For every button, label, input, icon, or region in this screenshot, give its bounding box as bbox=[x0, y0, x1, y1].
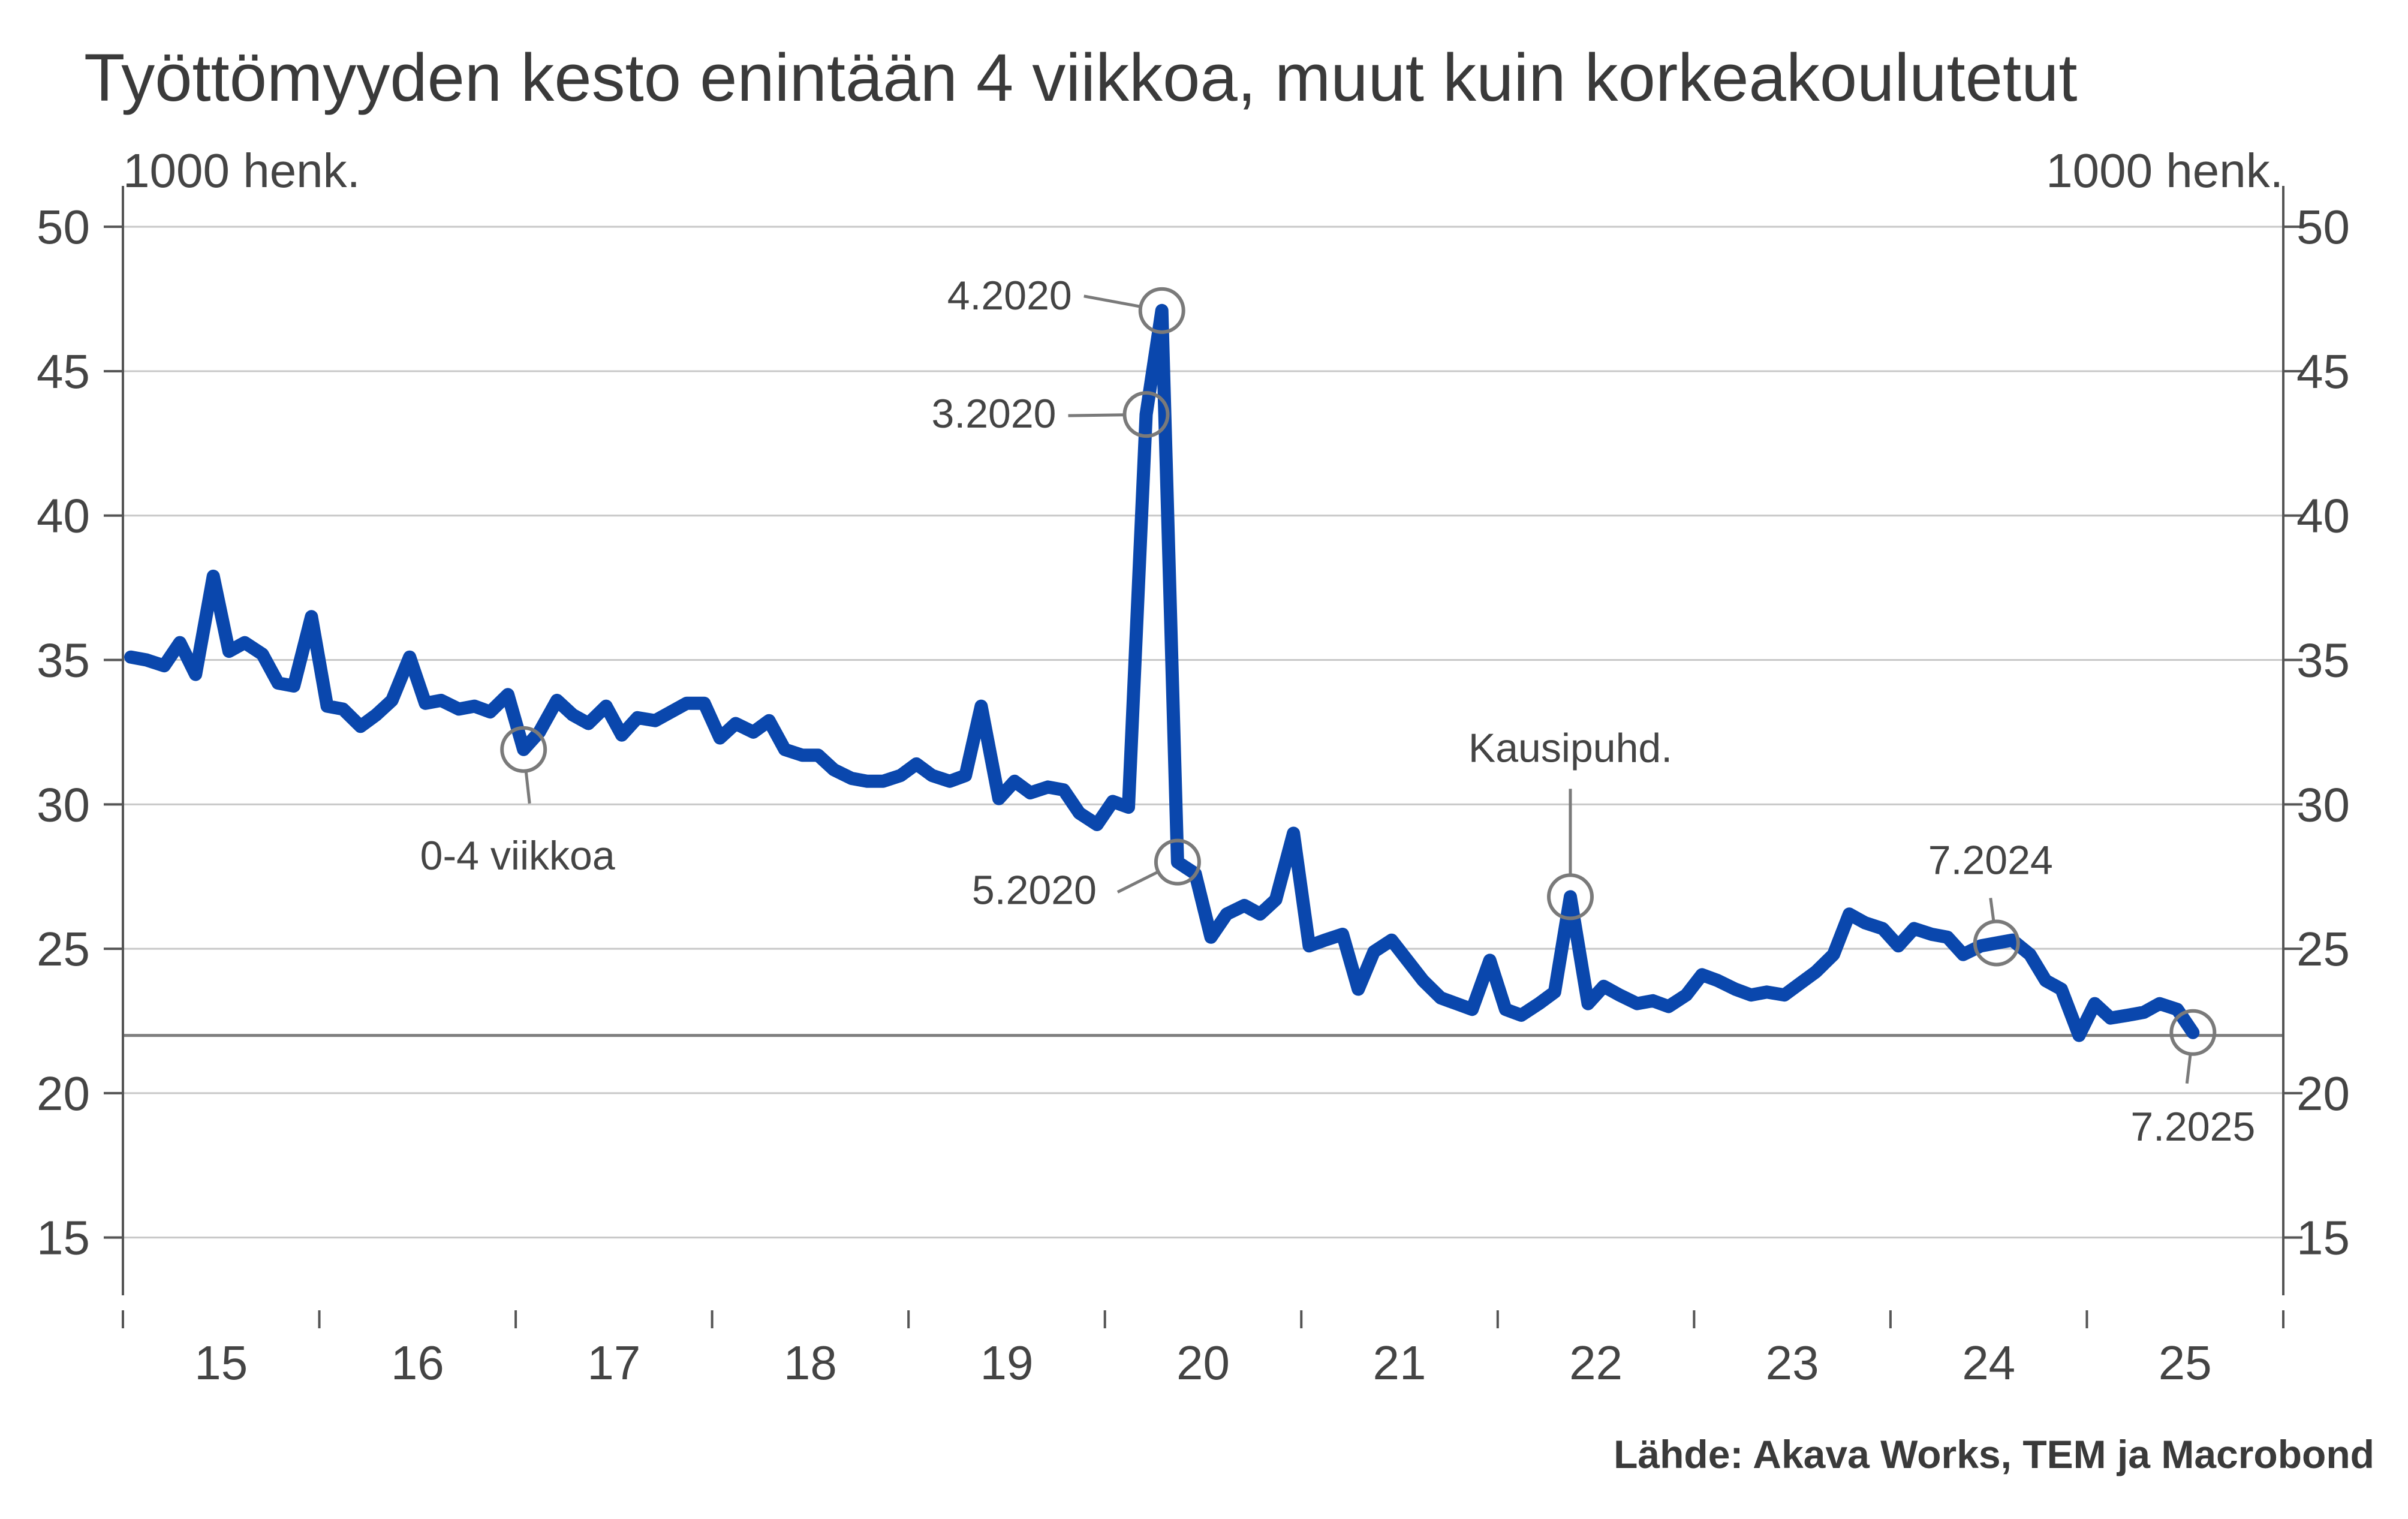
y-tick-label-right: 20 bbox=[2296, 1067, 2350, 1120]
annotations: 4.2020 3.2020 5.2020 0-4 viikkoa Kausipuhd. 7… bbox=[420, 273, 2256, 1150]
x-tick-label: 16 bbox=[391, 1336, 444, 1389]
annotation-label: 4.2020 bbox=[947, 273, 1072, 318]
annotation-marker bbox=[1547, 873, 1594, 921]
annotation-marker bbox=[2169, 1009, 2217, 1056]
annotation-marker bbox=[1973, 919, 2020, 967]
annotation-label: Kausipuhd. bbox=[1468, 725, 1672, 771]
gridlines bbox=[123, 225, 2283, 1239]
x-tick-label: 20 bbox=[1176, 1336, 1230, 1389]
annotation-marker bbox=[1122, 391, 1170, 438]
y-tick-label-right: 25 bbox=[2296, 922, 2350, 976]
y-tick-label-right: 40 bbox=[2296, 489, 2350, 543]
annotation-leader bbox=[1116, 870, 1159, 894]
annotation-leader bbox=[1083, 294, 1141, 308]
y-tick-label-right: 45 bbox=[2296, 345, 2350, 398]
y-tick-label-right: 35 bbox=[2296, 634, 2350, 687]
chart-title: Työttömyyden kesto enintään 4 viikkoa, m… bbox=[84, 40, 2078, 115]
y-tick-label-right: 30 bbox=[2296, 778, 2350, 831]
annotation-leader bbox=[1068, 413, 1125, 417]
annotation-label: 7.2024 bbox=[1928, 837, 2053, 883]
annotation-label: 0-4 viikkoa bbox=[420, 833, 615, 879]
y-axis-unit-right: 1000 henk. bbox=[2046, 144, 2283, 197]
x-tick-label: 25 bbox=[2159, 1336, 2212, 1389]
annotation-leader bbox=[1989, 898, 1995, 922]
series-line bbox=[124, 303, 2200, 1042]
x-tick-label: 21 bbox=[1373, 1336, 1426, 1389]
y-tick-label-left: 20 bbox=[37, 1067, 90, 1120]
y-tick-label-left: 35 bbox=[37, 634, 90, 687]
annotation-marker bbox=[500, 726, 547, 773]
y-tick-label-right: 50 bbox=[2296, 200, 2350, 254]
x-tick-label: 23 bbox=[1766, 1336, 1819, 1389]
x-tick-label: 18 bbox=[784, 1336, 837, 1389]
series-layer bbox=[124, 303, 2200, 1042]
y-tick-label-left: 50 bbox=[37, 200, 90, 254]
y-axis-unit-left: 1000 henk. bbox=[123, 144, 360, 197]
y-tick-label-left: 40 bbox=[37, 489, 90, 543]
y-tick-label-right: 15 bbox=[2296, 1211, 2350, 1265]
x-tick-label: 22 bbox=[1569, 1336, 1623, 1389]
y-tick-label-left: 15 bbox=[37, 1211, 90, 1265]
y-tick-label-left: 25 bbox=[37, 922, 90, 976]
x-tick-label: 19 bbox=[980, 1336, 1033, 1389]
y-tick-label-left: 45 bbox=[37, 345, 90, 398]
x-tick-label: 24 bbox=[1962, 1336, 2015, 1389]
x-tick-label: 15 bbox=[194, 1336, 248, 1389]
x-tick-label: 17 bbox=[587, 1336, 640, 1389]
annotation-leader bbox=[2185, 1054, 2192, 1084]
annotation-label: 5.2020 bbox=[972, 868, 1097, 913]
axes: 15 15 20 20 25 25 30 30 35 35 40 40 45 45 50 50 15 16 17 18… bbox=[37, 186, 2350, 1389]
annotation-label: 7.2025 bbox=[2130, 1104, 2255, 1150]
annotation-label: 3.2020 bbox=[932, 391, 1056, 437]
y-tick-label-left: 30 bbox=[37, 778, 90, 831]
annotation-marker bbox=[1138, 287, 1185, 334]
annotation-marker bbox=[1154, 838, 1201, 886]
source-note: Lähde: Akava Works, TEM ja Macrobond bbox=[1614, 1432, 2374, 1476]
annotation-leader bbox=[524, 771, 531, 804]
